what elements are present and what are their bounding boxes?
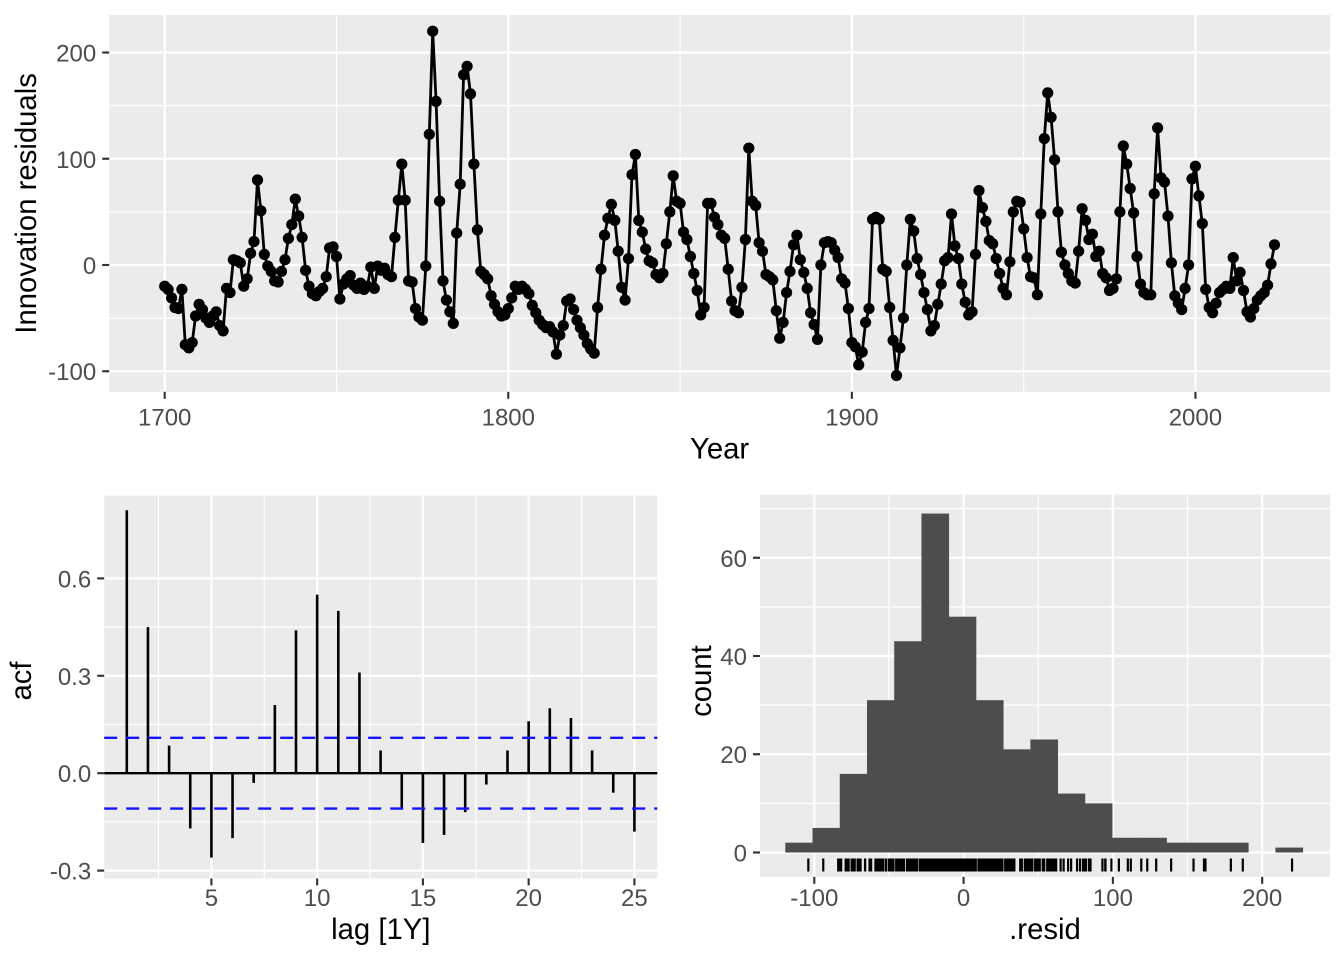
svg-text:20: 20	[720, 742, 747, 769]
svg-text:20: 20	[515, 885, 542, 912]
svg-text:1700: 1700	[138, 405, 191, 432]
svg-text:-0.3: -0.3	[50, 859, 91, 886]
svg-text:60: 60	[720, 546, 747, 573]
svg-text:1800: 1800	[482, 405, 535, 432]
svg-text:0.6: 0.6	[58, 566, 91, 593]
svg-text:5: 5	[205, 885, 218, 912]
svg-text:15: 15	[410, 885, 437, 912]
svg-text:0: 0	[83, 253, 96, 280]
svg-text:200: 200	[56, 41, 96, 68]
svg-text:2000: 2000	[1169, 405, 1222, 432]
svg-text:1900: 1900	[825, 405, 878, 432]
svg-text:0.0: 0.0	[58, 761, 91, 788]
svg-text:40: 40	[720, 644, 747, 671]
svg-text:Innovation residuals: Innovation residuals	[10, 73, 43, 334]
svg-text:100: 100	[56, 147, 96, 174]
svg-text:lag [1Y]: lag [1Y]	[331, 913, 430, 946]
svg-text:count: count	[685, 645, 718, 717]
svg-text:0: 0	[734, 841, 747, 868]
svg-text:acf: acf	[5, 661, 38, 701]
svg-text:-100: -100	[48, 359, 96, 386]
svg-text:25: 25	[621, 885, 648, 912]
svg-text:100: 100	[1093, 885, 1133, 912]
svg-text:0: 0	[957, 885, 970, 912]
svg-text:10: 10	[304, 885, 331, 912]
svg-text:200: 200	[1242, 885, 1282, 912]
svg-text:Year: Year	[690, 433, 749, 466]
svg-text:0.3: 0.3	[58, 664, 91, 691]
svg-text:-100: -100	[790, 885, 838, 912]
svg-text:.resid: .resid	[1009, 913, 1081, 946]
